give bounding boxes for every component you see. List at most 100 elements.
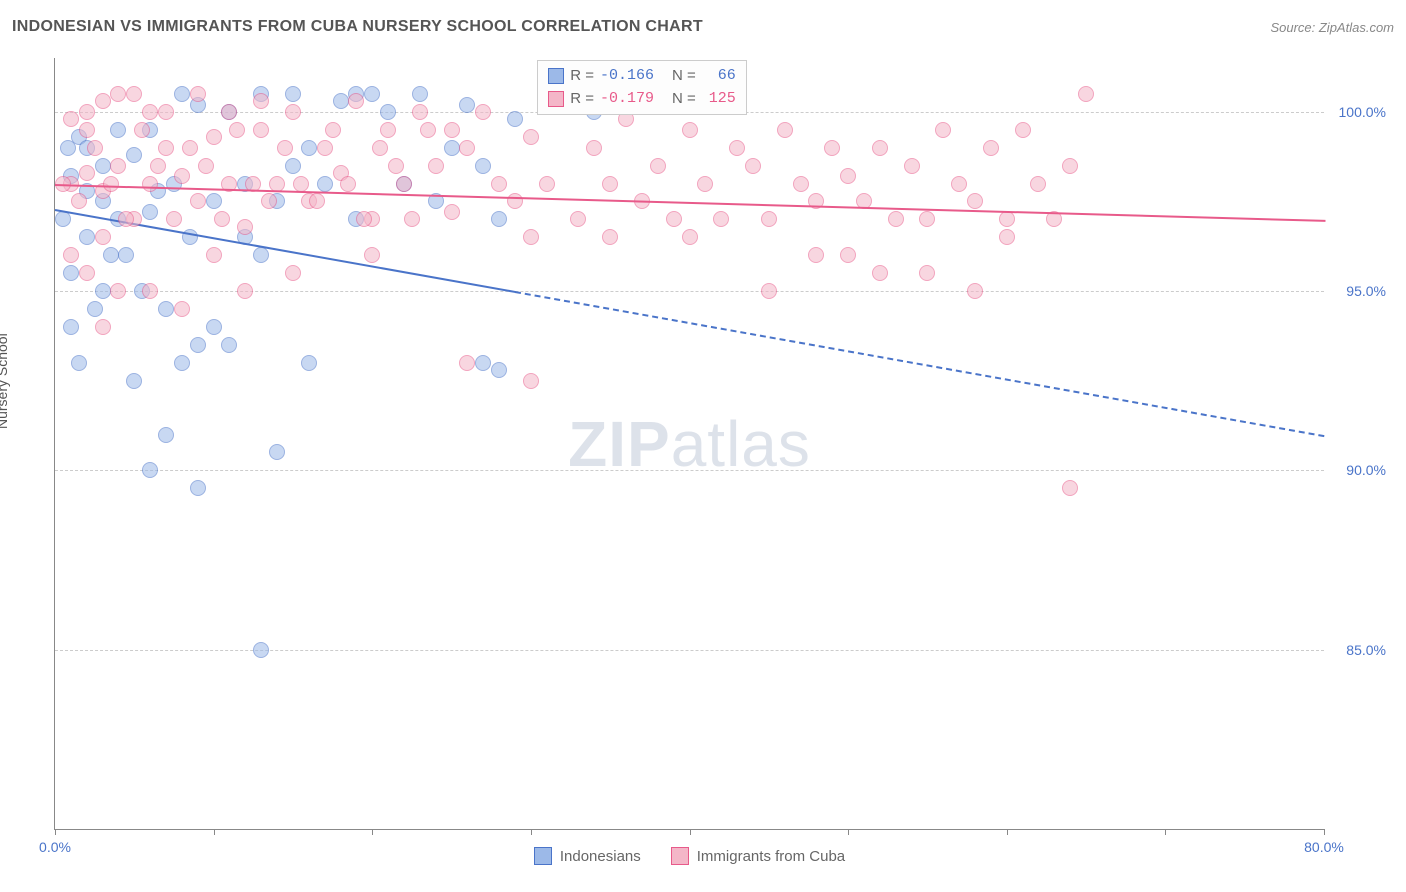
scatter-point	[491, 211, 507, 227]
scatter-point	[1078, 86, 1094, 102]
scatter-point	[459, 355, 475, 371]
scatter-point	[261, 193, 277, 209]
y-tick-label: 95.0%	[1330, 283, 1386, 299]
scatter-point	[150, 158, 166, 174]
scatter-point	[134, 122, 150, 138]
scatter-point	[444, 122, 460, 138]
scatter-point	[95, 158, 111, 174]
scatter-point	[412, 104, 428, 120]
scatter-point	[285, 104, 301, 120]
scatter-point	[586, 140, 602, 156]
scatter-point	[404, 211, 420, 227]
scatter-point	[285, 86, 301, 102]
scatter-point	[356, 211, 372, 227]
scatter-point	[293, 176, 309, 192]
scatter-point	[182, 140, 198, 156]
x-tick	[848, 829, 849, 835]
scatter-point	[935, 122, 951, 138]
stats-r-label: R =	[570, 88, 594, 111]
scatter-point	[63, 319, 79, 335]
scatter-point	[388, 158, 404, 174]
scatter-point	[174, 355, 190, 371]
scatter-point	[71, 193, 87, 209]
scatter-point	[872, 140, 888, 156]
scatter-point	[666, 211, 682, 227]
stats-r-value: -0.166	[600, 65, 654, 88]
scatter-point	[999, 211, 1015, 227]
scatter-point	[174, 301, 190, 317]
scatter-point	[380, 104, 396, 120]
scatter-point	[507, 193, 523, 209]
scatter-point	[190, 193, 206, 209]
scatter-point	[444, 140, 460, 156]
scatter-point	[253, 122, 269, 138]
scatter-point	[277, 140, 293, 156]
scatter-point	[237, 283, 253, 299]
scatter-point	[444, 204, 460, 220]
scatter-point	[309, 193, 325, 209]
scatter-point	[904, 158, 920, 174]
scatter-point	[126, 86, 142, 102]
scatter-point	[285, 158, 301, 174]
y-tick-label: 100.0%	[1330, 104, 1386, 120]
scatter-point	[348, 93, 364, 109]
scatter-point	[206, 129, 222, 145]
scatter-point	[87, 140, 103, 156]
legend-label: Indonesians	[560, 848, 641, 865]
scatter-point	[682, 122, 698, 138]
scatter-point	[491, 176, 507, 192]
legend-bottom: Indonesians Immigrants from Cuba	[55, 847, 1324, 865]
scatter-point	[840, 168, 856, 184]
stats-r-label: R =	[570, 65, 594, 88]
x-tick	[372, 829, 373, 835]
legend-swatch	[548, 68, 564, 84]
legend-item: Immigrants from Cuba	[671, 847, 845, 865]
scatter-point	[79, 229, 95, 245]
scatter-point	[95, 283, 111, 299]
scatter-point	[253, 247, 269, 263]
scatter-point	[71, 355, 87, 371]
x-tick	[1007, 829, 1008, 835]
scatter-point	[118, 247, 134, 263]
scatter-point	[317, 140, 333, 156]
scatter-point	[824, 140, 840, 156]
scatter-point	[1062, 480, 1078, 496]
scatter-point	[63, 111, 79, 127]
x-tick	[1165, 829, 1166, 835]
scatter-point	[967, 193, 983, 209]
scatter-point	[95, 229, 111, 245]
scatter-point	[221, 104, 237, 120]
scatter-point	[491, 362, 507, 378]
stats-n-value: 125	[702, 88, 736, 111]
scatter-point	[1015, 122, 1031, 138]
scatter-point	[79, 104, 95, 120]
scatter-point	[380, 122, 396, 138]
scatter-point	[340, 176, 356, 192]
scatter-point	[951, 176, 967, 192]
scatter-point	[602, 229, 618, 245]
stats-n-label: N =	[672, 88, 696, 111]
scatter-point	[174, 168, 190, 184]
scatter-point	[729, 140, 745, 156]
x-tick	[55, 829, 56, 835]
scatter-point	[55, 211, 71, 227]
scatter-point	[103, 247, 119, 263]
scatter-point	[872, 265, 888, 281]
scatter-point	[206, 319, 222, 335]
source-label: Source: ZipAtlas.com	[1270, 20, 1394, 35]
scatter-point	[364, 247, 380, 263]
scatter-point	[420, 122, 436, 138]
scatter-point	[190, 480, 206, 496]
scatter-point	[840, 247, 856, 263]
scatter-point	[761, 283, 777, 299]
scatter-point	[713, 211, 729, 227]
scatter-point	[539, 176, 555, 192]
chart-container: Nursery School ZIPatlas 85.0%90.0%95.0%1…	[12, 50, 1394, 872]
scatter-point	[60, 140, 76, 156]
stats-row: R = -0.166N = 66	[548, 65, 736, 88]
scatter-point	[507, 111, 523, 127]
x-tick	[214, 829, 215, 835]
stats-r-value: -0.179	[600, 88, 654, 111]
scatter-point	[919, 265, 935, 281]
legend-swatch	[671, 847, 689, 865]
